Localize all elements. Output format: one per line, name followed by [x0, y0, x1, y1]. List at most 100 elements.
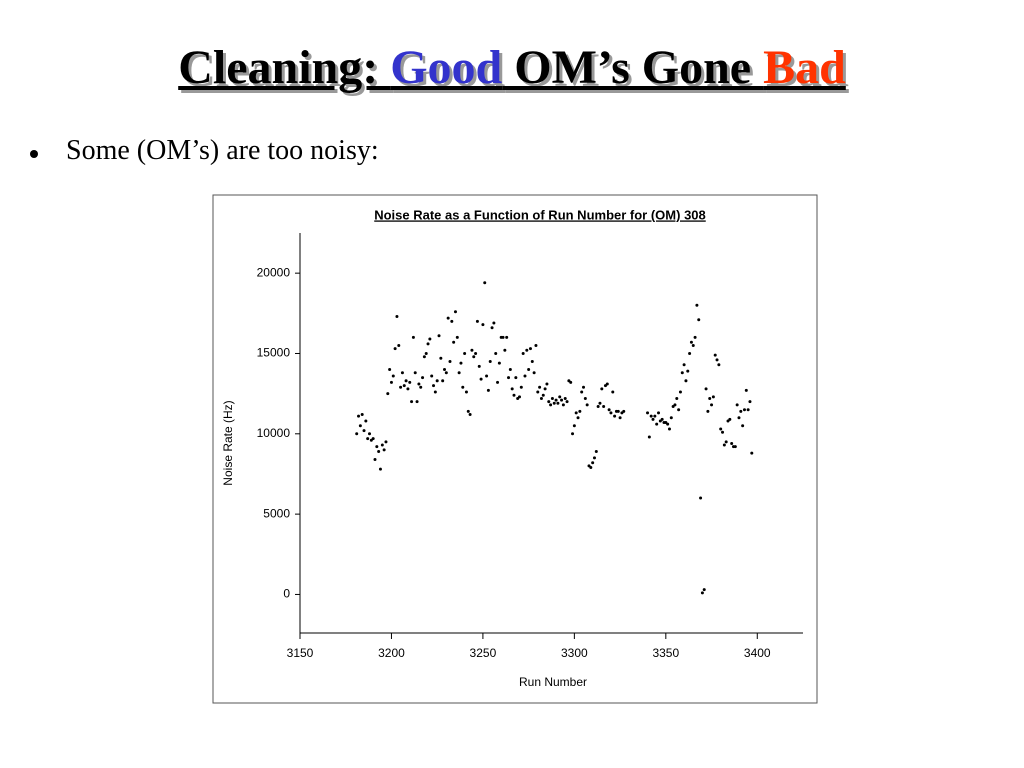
point	[382, 448, 386, 452]
point	[717, 363, 721, 367]
point	[686, 369, 690, 373]
point	[582, 385, 586, 389]
point	[534, 343, 538, 347]
y-tick-label: 0	[283, 587, 290, 601]
point	[673, 403, 677, 407]
point	[380, 443, 384, 447]
point	[391, 374, 395, 378]
point	[678, 390, 682, 394]
point	[742, 408, 746, 412]
point	[355, 432, 359, 436]
point	[605, 382, 609, 386]
point	[468, 413, 472, 417]
point	[569, 380, 573, 384]
point	[580, 390, 584, 394]
point	[388, 368, 392, 372]
point	[591, 461, 595, 465]
point	[532, 371, 536, 375]
point	[653, 414, 657, 418]
point	[527, 368, 531, 372]
point	[466, 409, 470, 413]
point	[501, 335, 505, 339]
point	[600, 387, 604, 391]
point	[523, 374, 527, 378]
point	[556, 401, 560, 405]
point	[677, 408, 681, 412]
point	[539, 396, 543, 400]
point	[474, 351, 478, 355]
title-part: Good	[390, 41, 503, 94]
point	[598, 401, 602, 405]
point	[730, 441, 734, 445]
point	[481, 323, 485, 327]
point	[704, 387, 708, 391]
point	[521, 351, 525, 355]
point	[715, 358, 719, 362]
point	[585, 403, 589, 407]
point	[432, 384, 436, 388]
point	[550, 396, 554, 400]
point	[360, 413, 364, 417]
x-tick-label: 3350	[652, 646, 679, 660]
point	[646, 411, 650, 415]
point	[649, 414, 653, 418]
point	[400, 371, 404, 375]
point	[710, 403, 714, 407]
point	[530, 360, 534, 364]
point	[463, 351, 467, 355]
point	[563, 396, 567, 400]
point	[459, 361, 463, 365]
point	[561, 403, 565, 407]
point	[406, 387, 410, 391]
point	[395, 315, 399, 319]
point	[744, 388, 748, 392]
point	[450, 319, 454, 323]
point	[684, 379, 688, 383]
point	[508, 368, 512, 372]
point	[737, 416, 741, 420]
point	[594, 449, 598, 453]
point	[554, 398, 558, 402]
point	[592, 456, 596, 460]
point	[525, 348, 529, 352]
point	[488, 360, 492, 364]
y-tick-label: 20000	[257, 265, 291, 279]
point	[375, 445, 379, 449]
point	[402, 384, 406, 388]
point	[373, 458, 377, 462]
point	[538, 385, 542, 389]
point	[461, 385, 465, 389]
point	[411, 335, 415, 339]
point	[470, 348, 474, 352]
point	[426, 342, 430, 346]
point	[741, 424, 745, 428]
point	[422, 355, 426, 359]
point	[748, 400, 752, 404]
point	[655, 422, 659, 426]
point	[565, 400, 569, 404]
point	[479, 377, 483, 381]
point	[510, 387, 514, 391]
point	[746, 408, 750, 412]
point	[455, 335, 459, 339]
point	[428, 337, 432, 341]
y-tick-label: 10000	[257, 426, 291, 440]
x-tick-label: 3150	[287, 646, 314, 660]
point	[362, 429, 366, 433]
point	[583, 396, 587, 400]
point	[596, 404, 600, 408]
point	[675, 396, 679, 400]
point	[724, 440, 728, 444]
point	[377, 449, 381, 453]
slide-title: Cleaning: Good OM’s Gone Bad	[0, 40, 1024, 95]
point	[528, 347, 532, 351]
point	[695, 303, 699, 307]
point	[547, 400, 551, 404]
point	[477, 364, 481, 368]
x-tick-label: 3250	[470, 646, 497, 660]
point	[700, 591, 704, 595]
point	[666, 422, 670, 426]
